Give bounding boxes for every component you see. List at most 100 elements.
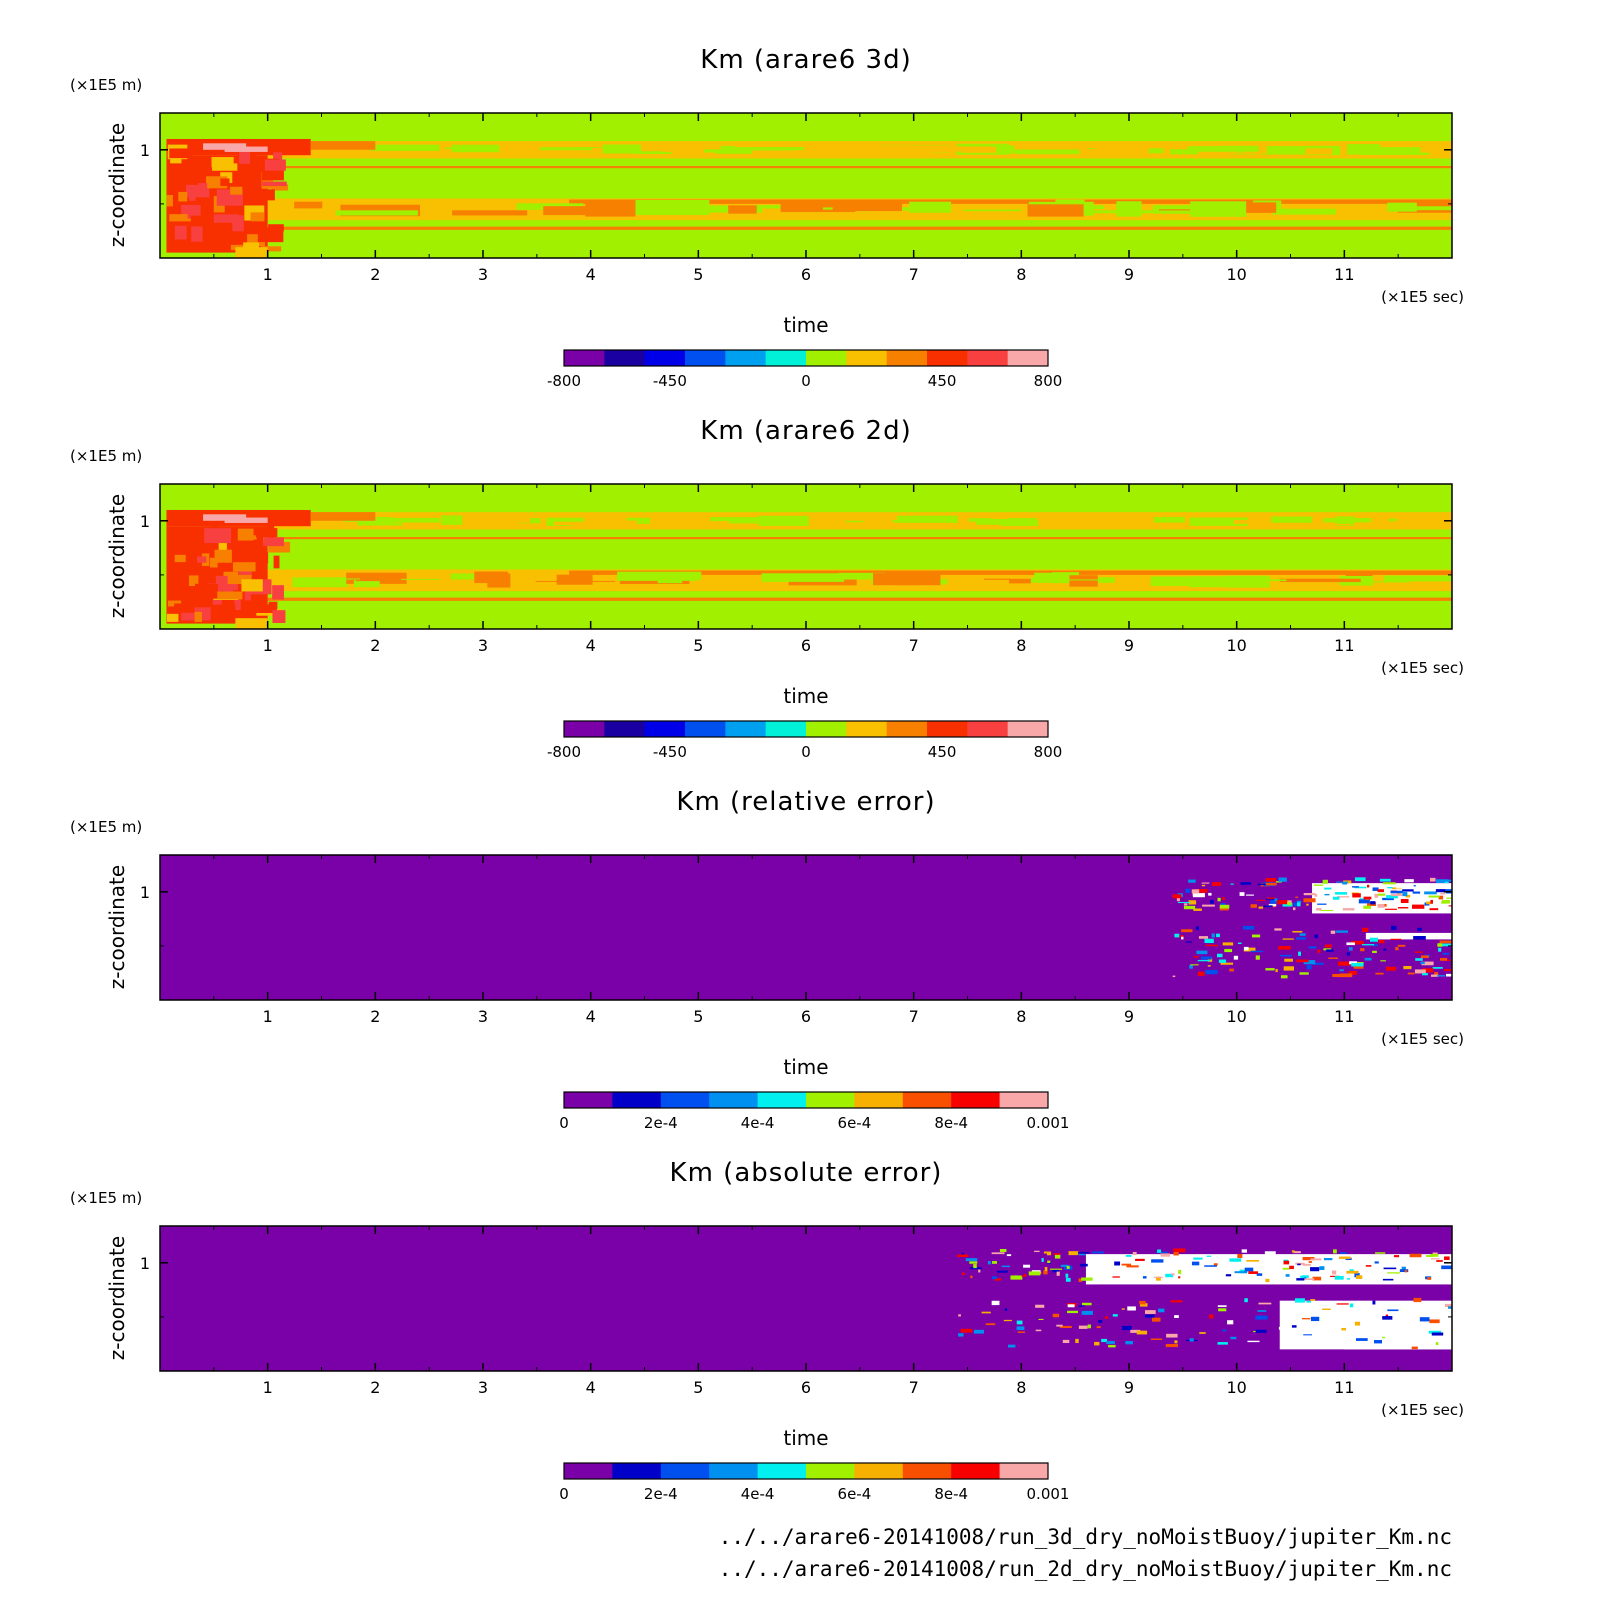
heatmap-cell: [452, 210, 528, 216]
heatmap-cell: [1383, 882, 1396, 885]
x-tick-label: 1: [263, 1007, 273, 1026]
heatmap-cell: [1173, 1248, 1186, 1253]
x-axis-ticks: 1 2 3 4 5 6 7 8 9 10 11: [213, 1226, 1399, 1397]
heatmap-cell: [267, 226, 1452, 230]
heatmap-cell: [1078, 1325, 1088, 1329]
heatmap-cell: [1313, 884, 1324, 886]
heatmap-cell: [1434, 972, 1439, 976]
heatmap-cell: [1066, 1265, 1070, 1269]
heatmap-cell: [1383, 575, 1452, 582]
heatmap-cell: [1402, 891, 1408, 897]
x-unit-label: (×1E5 sec): [1381, 1401, 1464, 1419]
heatmap-cell: [1108, 1344, 1116, 1348]
heatmap-cell: [1409, 1253, 1422, 1258]
heatmap-cell: [1438, 895, 1444, 900]
heatmap-cell: [241, 579, 263, 592]
heatmap-cell: [1079, 1253, 1086, 1256]
heatmap-cell: [1324, 887, 1332, 890]
heatmap-cell: [487, 573, 511, 588]
heatmap-cell: [1335, 930, 1349, 933]
heatmap-cell: [217, 591, 243, 600]
heatmap-cell: [629, 200, 710, 216]
heatmap-cell: [1251, 934, 1261, 938]
heatmap-cell: [1257, 883, 1271, 886]
colorbar-swatch: [564, 1463, 613, 1479]
heatmap-cell: [1209, 1314, 1214, 1319]
heatmap-cell: [1391, 925, 1397, 931]
heatmap-cell: [1365, 1265, 1372, 1267]
colorbar-tick-label: 2e-4: [644, 1485, 678, 1503]
heatmap-cell: [1395, 887, 1404, 889]
x-tick-label: 10: [1226, 1007, 1246, 1026]
heatmap-cell: [897, 515, 958, 523]
x-tick-label: 5: [693, 636, 703, 655]
heatmap-cell: [1145, 1310, 1156, 1314]
heatmap-cell: [1310, 1258, 1322, 1261]
heatmap-cell: [170, 158, 182, 164]
heatmap-cell: [1207, 957, 1213, 962]
y-unit-label: (×1E5 m): [70, 818, 142, 836]
heatmap-cell: [1214, 1260, 1223, 1263]
heatmap-cell: [1296, 900, 1302, 903]
heatmap-cell: [1440, 892, 1446, 895]
colorbar: 0 2e-4 4e-4 6e-4 8e-4 0.001: [559, 1091, 1069, 1132]
colorbar-tick-label: 2e-4: [644, 1114, 678, 1132]
colorbar-swatch: [564, 350, 605, 366]
heatmap-cell: [1106, 1341, 1115, 1345]
colorbar-tick-label: 8e-4: [934, 1114, 968, 1132]
heatmap-cell: [1282, 1267, 1290, 1270]
heatmap-cell: [1239, 892, 1245, 896]
colorbar-frame: [563, 349, 1049, 367]
heatmap-cell: [1166, 1333, 1178, 1338]
heatmap-cell: [1126, 1265, 1139, 1268]
heatmap-cell: [1009, 578, 1031, 584]
colorbar-tick-label: 0: [801, 372, 811, 390]
heatmap-cell: [189, 187, 196, 201]
heatmap-cell: [977, 149, 1040, 154]
heatmap-cell: [1429, 877, 1436, 882]
heatmap-cell: [1052, 1269, 1060, 1273]
y-tick-label: 1: [140, 1254, 150, 1273]
heatmap-cell: [1338, 1256, 1351, 1259]
colorbar-swatch: [967, 721, 1009, 737]
heatmap-cell: [263, 537, 284, 547]
heatmap-cell: [1265, 882, 1277, 886]
heatmap-cell: [1060, 1264, 1069, 1267]
heatmap-cell: [1062, 1339, 1070, 1344]
heatmap-cell: [483, 516, 531, 523]
heatmap-cell: [1435, 1256, 1447, 1261]
heatmap-cell: [863, 515, 893, 525]
heatmap-cell: [1052, 1313, 1060, 1318]
x-tick-label: 6: [801, 1378, 811, 1397]
heatmap-cell: [969, 1261, 978, 1264]
heatmap-cell: [957, 1254, 969, 1257]
colorbar-swatch: [604, 721, 646, 737]
x-axis-label: time: [783, 313, 828, 337]
heatmap-cell: [1222, 942, 1234, 946]
heatmap-cell: [557, 147, 611, 153]
heatmap-cell: [1208, 892, 1212, 896]
heatmap-cell: [1413, 885, 1416, 887]
heatmap-cell: [1323, 1272, 1328, 1277]
heatmap-cell: [1312, 1276, 1322, 1281]
heatmap-cell: [1197, 959, 1211, 962]
heatmap-cell: [1292, 930, 1303, 933]
heatmap-cell: [1048, 148, 1115, 152]
heatmap-cell: [1354, 877, 1366, 882]
heatmap-cell: [1080, 1263, 1088, 1267]
heatmap-cell: [1091, 1251, 1105, 1254]
heatmap-cell: [1189, 965, 1193, 969]
heatmap-cell: [1007, 1344, 1016, 1348]
heatmap-cell: [188, 575, 199, 587]
heatmap-cell: [1412, 891, 1421, 894]
heatmap-cell: [1205, 969, 1218, 975]
heatmap-cell: [1139, 1303, 1148, 1307]
heatmap-cell: [1211, 933, 1215, 938]
heatmap-cell: [1034, 1250, 1040, 1253]
panel-4: Km (absolute error) (×1E5 m) z-coordinat…: [70, 1158, 1464, 1503]
colorbar-swatch: [612, 1092, 662, 1108]
heatmap-cell: [1190, 964, 1199, 966]
colorbar-swatch: [612, 1463, 662, 1479]
colorbar-tick-label: 6e-4: [838, 1114, 872, 1132]
heatmap-cell: [230, 186, 243, 195]
